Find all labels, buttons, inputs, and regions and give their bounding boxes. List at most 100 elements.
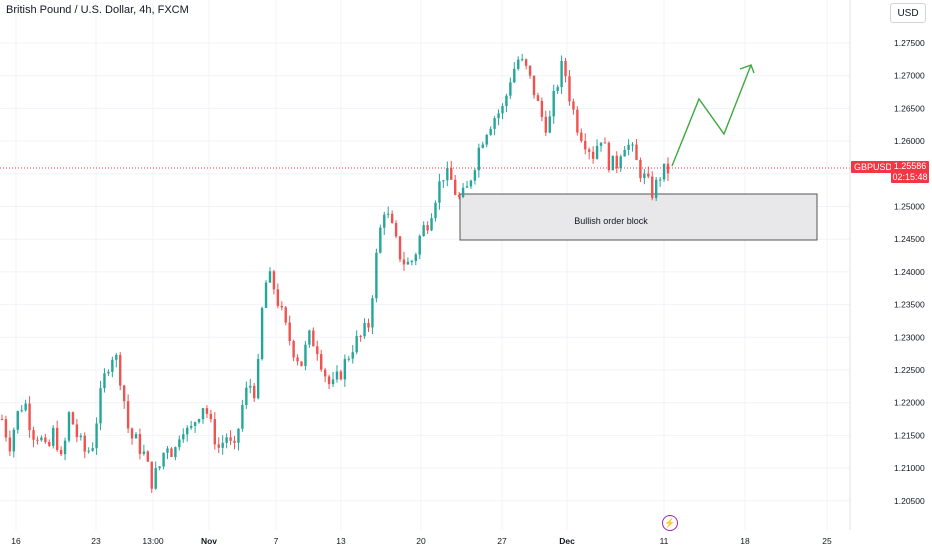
candle-body [406,261,410,265]
candle-body [434,202,437,219]
candle-body [331,379,335,385]
candle-body [666,163,670,174]
time-axis[interactable]: 16 23 13:00 Nov 7 13 20 27 Dec 11 18 25 [11,536,832,546]
candle-body [390,213,394,224]
candle-body [233,440,236,443]
currency-button[interactable]: USD [890,3,926,23]
candle-body [36,439,39,441]
candle-body [430,218,433,231]
candle-body [150,461,153,489]
candle-body [245,387,248,405]
candle-body [446,168,449,181]
candle-body [497,113,500,119]
price-tick-label: 1.25000 [894,202,925,212]
candle-body [647,173,650,177]
candle-body [87,450,90,452]
time-tick-label: 13:00 [142,536,164,546]
symbol-tag: GBPUSD [851,161,896,173]
time-tick-label: 20 [416,536,426,546]
projection-path [671,64,752,167]
order-block-label: Bullish order block [574,216,648,226]
candle-body [32,430,35,440]
candle-body [631,144,634,146]
candle-body [154,468,157,489]
candle-body [280,305,283,308]
candle-body [639,160,642,179]
candle-body [115,354,118,360]
price-tick-label: 1.24500 [894,234,925,244]
candle-body [264,282,268,308]
candle-body [576,109,579,133]
candle-body [52,427,55,446]
candle-body [256,359,260,399]
candle-body [166,448,169,453]
price-axis[interactable]: 1.275001.270001.265001.260001.255001.250… [894,38,925,506]
candle-body [560,60,563,88]
candle-body [438,181,441,203]
candle-body [635,144,638,161]
candle-body [241,404,244,429]
candle-body [513,68,516,83]
candle-body [107,371,110,374]
candle-body [564,60,567,77]
price-tick-label: 1.27000 [894,71,925,81]
price-value-tag: 1.25586 02:15:48 [891,161,929,183]
candle-body [99,388,102,424]
candle-body [568,76,571,102]
candle-body [225,437,228,443]
candle-body [402,259,406,265]
time-tick-label: 16 [11,536,21,546]
candle-body [457,194,461,197]
candle-body [217,444,220,448]
candle-body [193,422,197,426]
candle-body [383,214,386,228]
candle-body [28,403,31,431]
candle-body [8,437,12,452]
lightning-icon[interactable]: ⚡ [662,515,678,531]
candle-body [548,116,551,133]
candle-body [398,236,402,260]
candle-body [591,151,595,159]
candle-body [584,140,587,150]
candle-body [371,298,374,328]
candle-body [197,419,201,423]
price-tick-label: 1.23000 [894,332,925,342]
candle-body [536,95,540,101]
candle-body [4,419,8,438]
candle-body [615,155,618,169]
candle-body [316,346,319,355]
candle-body [623,149,626,157]
candle-body [12,429,16,452]
candle-body [253,385,256,399]
candle-body [544,116,548,133]
candle-body [178,439,181,448]
candle-body [292,340,295,358]
candle-body [343,359,347,380]
candle-body [40,437,43,441]
candle-body [603,142,607,144]
price-tick-label: 1.27500 [894,38,925,48]
candle-body [201,408,205,420]
candle-body [651,176,654,198]
candle-body [379,227,382,253]
candle-body [426,225,429,231]
candle-body [450,168,453,180]
candle-body [489,128,492,135]
candle-body [119,354,122,386]
candle-body [595,145,599,159]
order-block-zone [459,193,818,241]
candle-body [587,149,591,152]
candle-body [63,440,67,455]
projection-arrow-head [739,64,755,74]
candle-body [229,437,232,441]
candle-body [91,448,94,451]
candle-body [611,155,615,171]
candle-body [493,118,496,129]
price-tick-label: 1.22500 [894,365,925,375]
candle-body [473,170,477,181]
candle-body [414,254,417,262]
candle-body [162,452,165,467]
candle-body [186,427,189,435]
candle-body [308,330,311,345]
